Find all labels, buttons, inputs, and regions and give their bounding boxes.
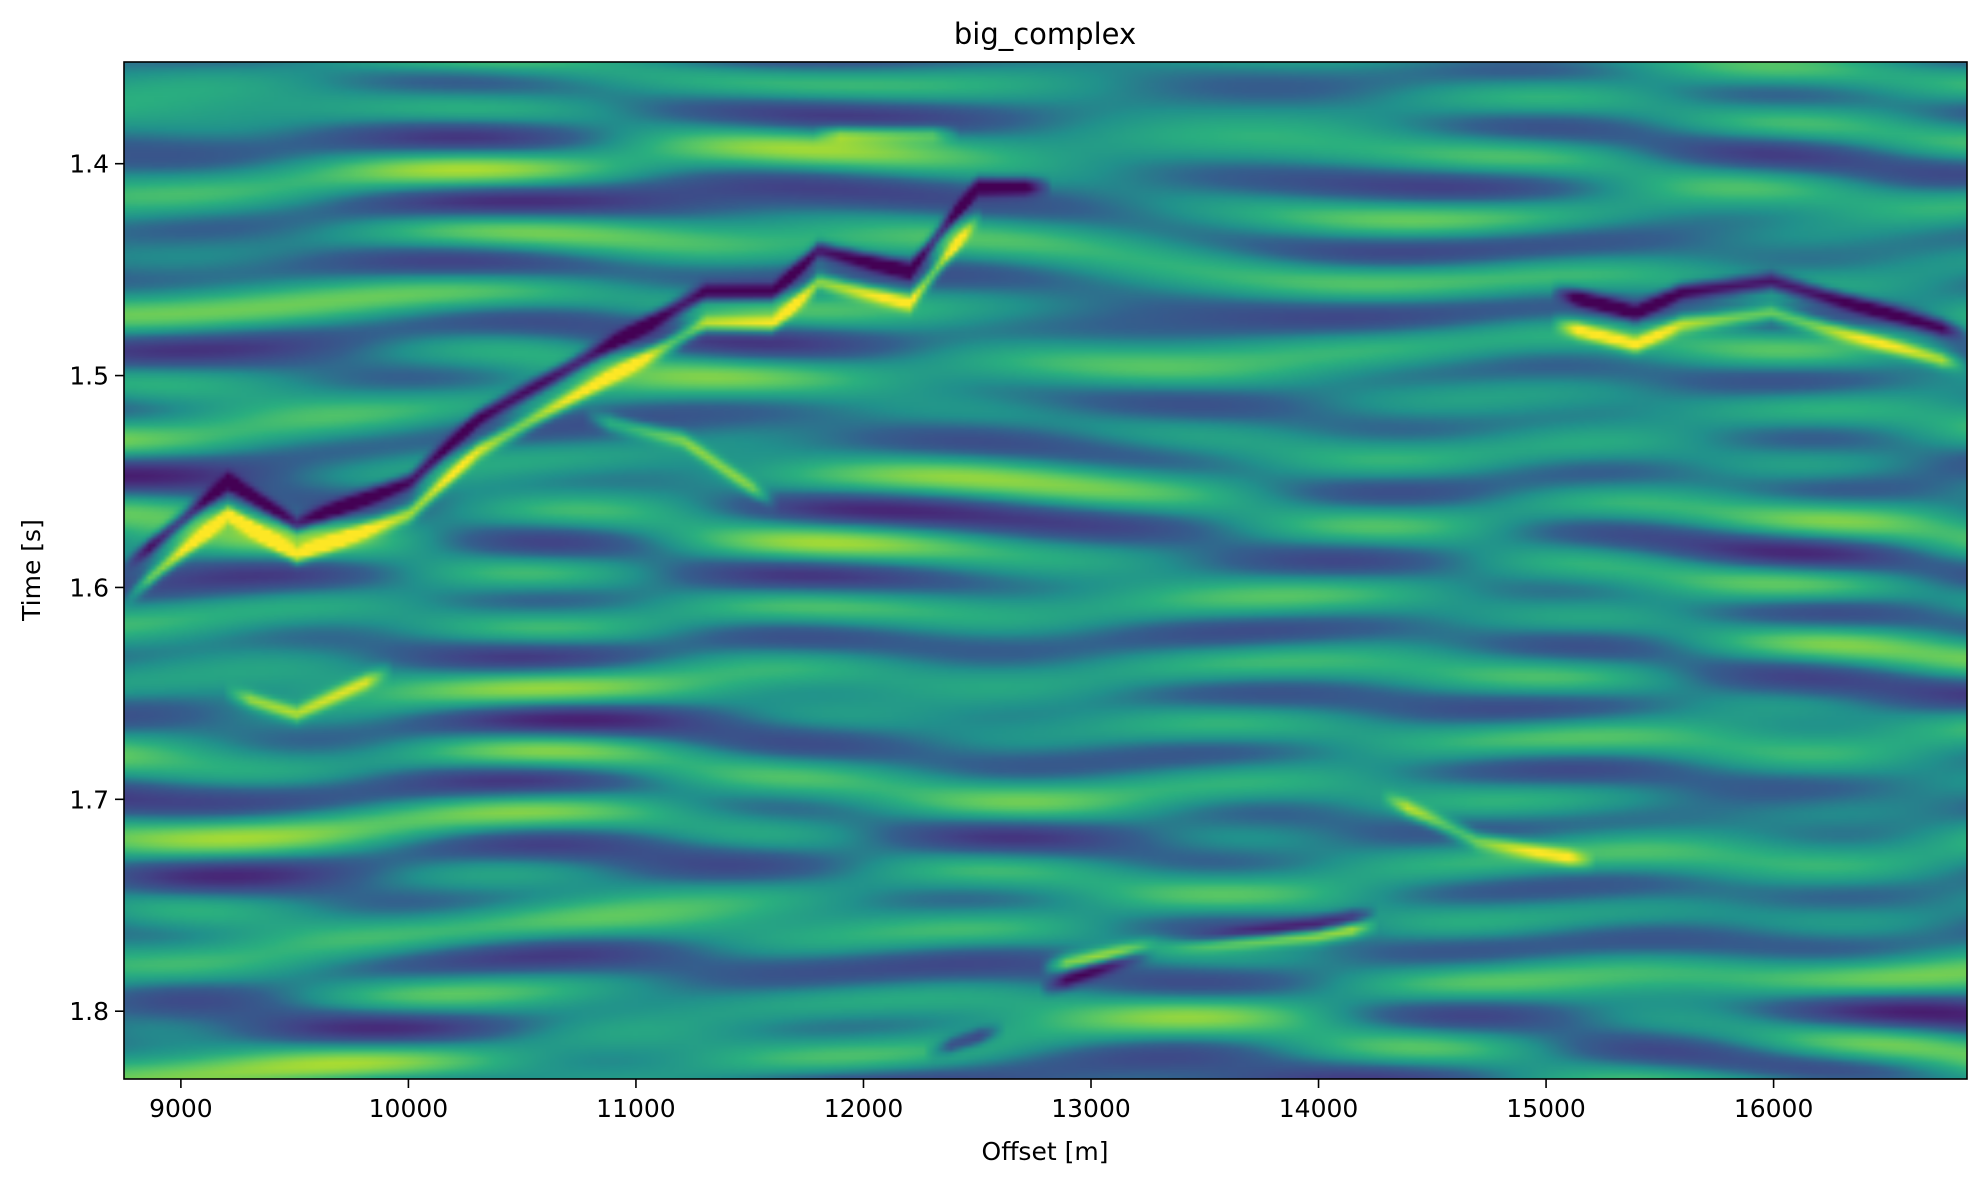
y-tick-label: 1.7 [69, 785, 109, 814]
y-axis: 1.4 1.5 1.6 1.7 1.8 [69, 150, 124, 1026]
x-tick-label: 16000 [1734, 1094, 1814, 1123]
x-tick-label: 13000 [1051, 1094, 1131, 1123]
x-tick-label: 15000 [1506, 1094, 1586, 1123]
y-axis-label: Time [s] [17, 519, 46, 622]
x-tick-label: 10000 [369, 1094, 449, 1123]
seismic-heatmap-image [124, 62, 1967, 1079]
x-tick-label: 11000 [596, 1094, 676, 1123]
plot-area [124, 62, 1967, 1079]
y-tick-label: 1.6 [69, 573, 109, 602]
x-axis: 9000 10000 11000 12000 13000 14000 15000 16000 [149, 1079, 1813, 1123]
plot-frame [123, 61, 1968, 1080]
x-axis-label: Offset [m] [982, 1137, 1109, 1166]
chart-title: big_complex [954, 17, 1136, 51]
y-tick-label: 1.4 [69, 150, 109, 179]
y-tick-label: 1.5 [69, 362, 109, 391]
y-tick-label: 1.8 [69, 997, 109, 1026]
x-tick-label: 12000 [824, 1094, 904, 1123]
x-tick-label: 9000 [149, 1094, 213, 1123]
x-tick-label: 14000 [1279, 1094, 1359, 1123]
